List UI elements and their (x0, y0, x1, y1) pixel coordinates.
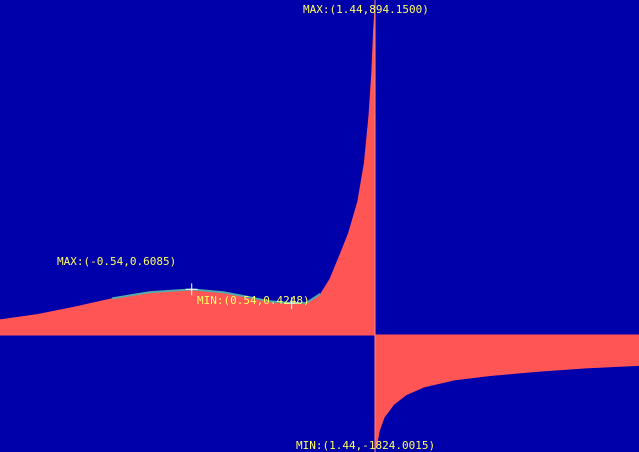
area-fill-right (375, 335, 639, 452)
max-label-top: MAX:(1.44,894.1500) (303, 3, 429, 16)
min-label-bottom: MIN:(1.44,-1824.0015) (296, 439, 435, 452)
area-fill-left (0, 0, 375, 335)
curve-line-left (111, 288, 321, 305)
max-label-local: MAX:(-0.54,0.6085) (57, 255, 176, 268)
extremum-markers (185, 283, 298, 310)
min-label-local: MIN:(0.54,0.4248) (197, 294, 310, 307)
